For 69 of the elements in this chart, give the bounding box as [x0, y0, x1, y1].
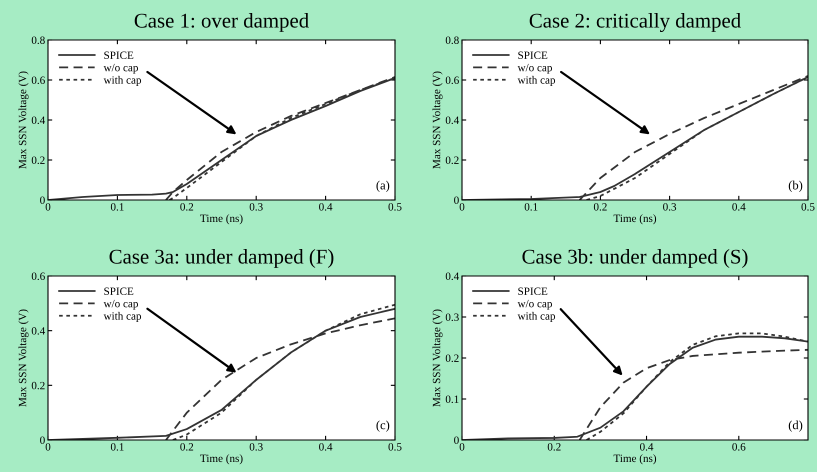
- x-tick-label: 0.2: [548, 443, 561, 451]
- x-tick-label: 0: [460, 203, 464, 211]
- y-tick-label: 0.2: [32, 382, 45, 390]
- y-tick-label: 0.6: [32, 76, 45, 84]
- x-tick-label: 0: [46, 203, 50, 211]
- y-tick-label: 0.4: [32, 327, 46, 335]
- y-tick-label: 0: [454, 196, 459, 204]
- x-tick-label: 0.3: [250, 203, 263, 211]
- y-tick-label: 0.8: [32, 36, 45, 44]
- y-tick-label: 0.4: [446, 272, 460, 280]
- x-tick-label: 0.2: [180, 443, 194, 451]
- legend-label: w/o cap: [104, 300, 138, 310]
- x-tick-label: 0.2: [594, 203, 607, 211]
- x-tick-label: 0.1: [110, 203, 124, 211]
- y-tick-label: 0.3: [446, 313, 459, 322]
- legend-label: with cap: [518, 76, 556, 86]
- y-axis-title: Max SSN Voltage (V): [432, 309, 443, 407]
- y-tick-label: 0.2: [446, 156, 459, 164]
- y-tick-label: 0.4: [446, 116, 460, 124]
- legend-label: SPICE: [104, 52, 134, 59]
- x-tick-label: 0.6: [732, 443, 746, 451]
- x-tick-label: 0.4: [319, 443, 332, 451]
- x-tick-label: 0: [46, 443, 50, 451]
- chart-title: Case 2: critically damped: [530, 13, 741, 32]
- x-axis-title: Time (ns): [614, 454, 656, 464]
- x-axis-title: Time (ns): [200, 214, 243, 224]
- chart-title: Case 3b: under damped (S): [522, 249, 748, 268]
- x-axis-title: Time (ns): [614, 214, 656, 224]
- y-tick-label: 0.1: [446, 395, 459, 404]
- annotation: (b): [788, 180, 802, 192]
- x-tick-label: 0.1: [110, 443, 124, 451]
- x-tick-label: 0.5: [388, 443, 402, 451]
- legend-label: with cap: [104, 76, 142, 86]
- annotation: (a): [376, 180, 390, 192]
- legend-label: w/o cap: [518, 300, 552, 310]
- annotation: (c): [376, 420, 390, 432]
- x-axis-title: Time (ns): [200, 454, 243, 464]
- x-tick-label: 0.2: [180, 203, 194, 211]
- y-axis-title: Max SSN Voltage (V): [18, 71, 29, 169]
- legend-label: with cap: [104, 312, 142, 322]
- annotation: (d): [788, 420, 802, 432]
- x-tick-label: 0.5: [388, 203, 402, 211]
- y-tick-label: 0.8: [446, 36, 459, 44]
- x-tick-label: 0: [460, 443, 464, 451]
- chart-title: Case 1: over damped: [134, 13, 309, 32]
- y-tick-label: 0.6: [446, 76, 459, 84]
- x-tick-label: 0.4: [640, 443, 654, 451]
- y-tick-label: 0.2: [446, 354, 459, 362]
- chart-title: Case 3a: under damped (F): [110, 249, 334, 268]
- y-tick-label: 0: [40, 196, 45, 204]
- legend-label: SPICE: [104, 288, 134, 295]
- x-tick-label: 0.1: [524, 203, 538, 211]
- x-tick-label: 0.3: [663, 203, 676, 211]
- legend-label: SPICE: [518, 52, 548, 59]
- legend-label: with cap: [518, 312, 556, 322]
- x-tick-label: 0.4: [319, 203, 332, 211]
- y-axis-title: Max SSN Voltage (V): [18, 309, 29, 407]
- y-tick-label: 0: [40, 436, 45, 444]
- y-tick-label: 0.2: [32, 156, 45, 164]
- legend-label: w/o cap: [104, 64, 138, 74]
- x-tick-label: 0.3: [250, 443, 263, 451]
- legend-label: SPICE: [518, 288, 548, 295]
- x-tick-label: 0.4: [732, 203, 746, 211]
- y-axis-title: Max SSN Voltage (V): [432, 71, 443, 169]
- legend-label: w/o cap: [518, 64, 552, 74]
- x-tick-label: 0.5: [801, 203, 815, 211]
- y-tick-label: 0: [454, 436, 459, 444]
- y-tick-label: 0.6: [32, 272, 45, 280]
- y-tick-label: 0.4: [32, 116, 46, 124]
